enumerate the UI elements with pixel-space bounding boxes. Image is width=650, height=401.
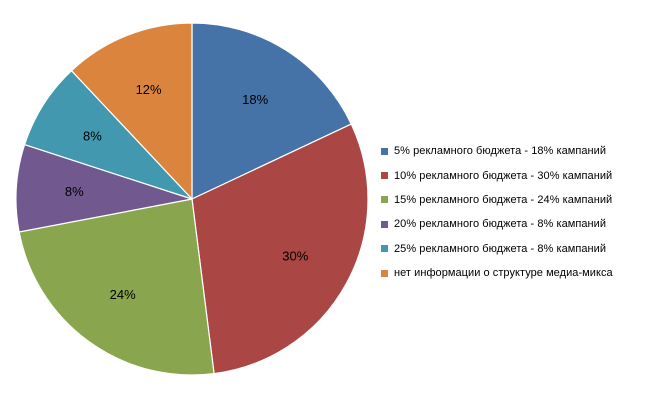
pie-slice-3 — [18, 198, 215, 376]
legend-swatch — [381, 220, 388, 228]
pie-slice-2 — [191, 123, 369, 375]
legend-label: 20% рекламного бюджета - 8% кампаний — [394, 218, 607, 231]
pie-data-label-3: 24% — [110, 287, 136, 302]
pie-data-label-5: 8% — [83, 128, 102, 143]
legend-item-4: 20% рекламного бюджета - 8% кампаний — [381, 212, 646, 236]
pie-data-label-6: 12% — [136, 82, 162, 97]
pie-data-label-1: 18% — [242, 92, 268, 107]
legend-label: 25% рекламного бюджета - 8% кампаний — [394, 242, 607, 255]
pie-slice-6 — [70, 22, 193, 201]
legend-item-2: 10% рекламного бюджета - 30% кампаний — [381, 163, 646, 187]
legend-label: нет информации о структуре медиа-микса — [394, 267, 613, 280]
legend-item-3: 15% рекламного бюджета - 24% кампаний — [381, 188, 646, 212]
legend-item-5: 25% рекламного бюджета - 8% кампаний — [381, 237, 646, 261]
legend-label: 5% рекламного бюджета - 18% кампаний — [394, 145, 607, 158]
legend-swatch — [381, 269, 388, 277]
legend-item-1: 5% рекламного бюджета - 18% кампаний — [381, 139, 646, 163]
legend-label: 15% рекламного бюджета - 24% кампаний — [394, 193, 613, 206]
pie-slice-1 — [191, 22, 353, 200]
legend-swatch — [381, 245, 388, 253]
pie-data-label-2: 30% — [282, 248, 308, 263]
pie-chart-plot: 18% 30% 24% 8% 8% 12% — [15, 22, 369, 376]
pie-slices — [15, 22, 369, 376]
pie-slice-4 — [15, 143, 193, 233]
legend-swatch — [381, 172, 388, 180]
pie-slice-5 — [23, 69, 193, 200]
chart-legend: 5% рекламного бюджета - 18% кампаний 10% … — [381, 139, 646, 285]
legend-label: 10% рекламного бюджета - 30% кампаний — [394, 169, 613, 182]
legend-swatch — [381, 196, 388, 204]
legend-item-6: нет информации о структуре медиа-микса — [381, 261, 646, 285]
pie-data-labels: 18% 30% 24% 8% 8% 12% — [65, 82, 309, 302]
pie-data-label-4: 8% — [65, 184, 84, 199]
legend-swatch — [381, 147, 388, 155]
